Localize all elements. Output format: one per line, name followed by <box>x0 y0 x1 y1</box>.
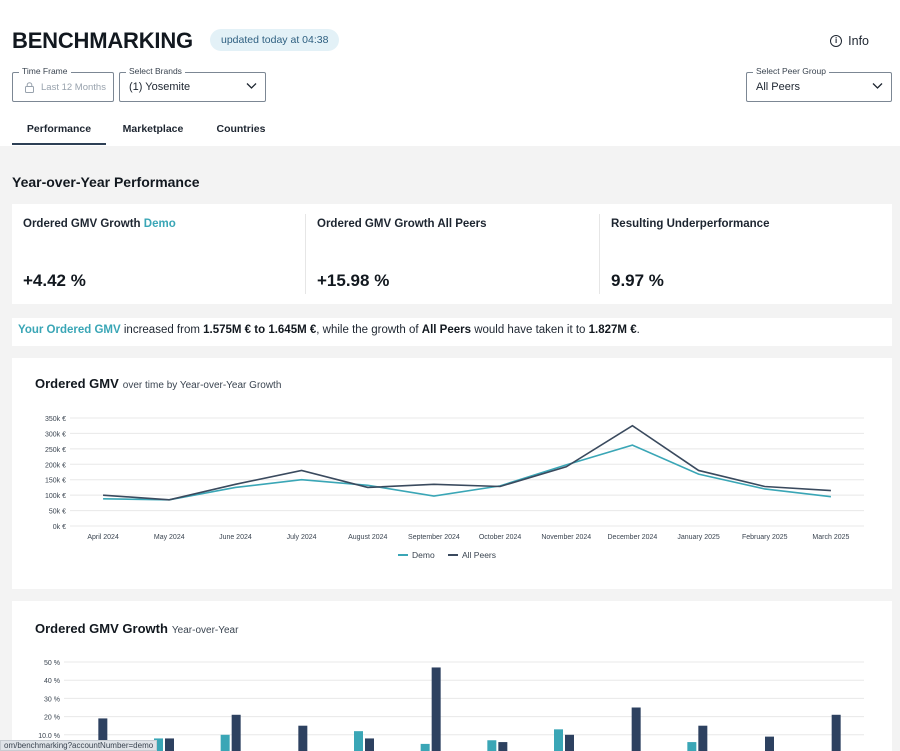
kpi-card: Resulting Underperformance 9.97 % <box>600 204 892 304</box>
kpi-divider <box>599 214 600 294</box>
time-frame-legend: Time Frame <box>19 66 71 76</box>
bar-all-peers <box>165 738 174 751</box>
series-line-all-peers <box>103 424 831 501</box>
tab-performance[interactable]: Performance <box>12 118 106 145</box>
bar-chart: 50 % 40 % 30 % 20 % 10.0 % <box>38 660 864 751</box>
summary-text: Your Ordered GMV increased from 1.575M €… <box>12 318 892 346</box>
bar-all-peers <box>98 718 108 751</box>
time-frame-field: Time Frame Last 12 Months <box>12 66 114 102</box>
x-tick-label: July 2024 <box>287 534 317 541</box>
status-bar-url: om/benchmarking?accountNumber=demo <box>0 740 158 751</box>
y-tick-label: 250k € <box>45 447 66 454</box>
bar-all-peers <box>298 725 308 751</box>
y-tick-label: 50 % <box>44 660 60 667</box>
x-tick-label: January 2025 <box>677 534 720 541</box>
bar-all-peers <box>831 714 841 751</box>
y-tick-label: 40 % <box>44 678 60 685</box>
kpi-label: Ordered GMV Growth Demo <box>23 218 176 230</box>
info-icon: i <box>830 35 843 47</box>
legend-label: All Peers <box>462 550 496 560</box>
bar-demo <box>154 738 163 751</box>
y-tick-label: 10.0 % <box>38 733 60 740</box>
lock-icon <box>25 82 34 93</box>
x-tick-label: April 2024 <box>87 534 119 541</box>
bar-all-peers <box>765 736 774 751</box>
content-area: Year-over-Year Performance Ordered GMV G… <box>0 146 900 751</box>
peer-group-legend: Select Peer Group <box>753 66 829 76</box>
y-tick-label: 300k € <box>45 431 66 438</box>
kpi-value: 9.97 % <box>611 271 664 290</box>
kpi-label: Resulting Underperformance <box>611 218 770 230</box>
section-title: Year-over-Year Performance <box>12 174 200 190</box>
bar-demo <box>487 740 497 751</box>
x-tick-label: March 2025 <box>812 534 849 541</box>
y-tick-label: 200k € <box>45 462 66 469</box>
kpi-value: +15.98 % <box>317 271 390 290</box>
x-tick-label: October 2024 <box>479 534 522 541</box>
chevron-down-icon <box>872 83 883 89</box>
kpi-card: Ordered GMV Growth All Peers +15.98 % <box>306 204 599 304</box>
bar-all-peers <box>565 734 574 751</box>
brand-value: (1) Yosemite <box>129 81 191 93</box>
kpi-row: Ordered GMV Growth Demo +4.42 % Ordered … <box>12 204 892 304</box>
bar-all-peers <box>698 725 708 751</box>
kpi-card: Ordered GMV Growth Demo +4.42 % <box>12 204 305 304</box>
kpi-value: +4.42 % <box>23 271 86 290</box>
bar-all-peers <box>365 738 374 751</box>
x-tick-label: May 2024 <box>154 534 185 541</box>
line-chart-title: Ordered GMV over time by Year-over-Year G… <box>35 376 282 391</box>
peer-group-select[interactable]: Select Peer Group All Peers <box>746 66 892 102</box>
y-tick-label: 20 % <box>44 715 60 722</box>
updated-badge: updated today at 04:38 <box>210 29 340 51</box>
peer-group-value: All Peers <box>756 81 801 93</box>
brand-legend: Select Brands <box>126 66 185 76</box>
line-chart: 0k € 50k € 100k € 150k € 200k € 250k € 300k € 3… <box>45 416 864 560</box>
bar-all-peers <box>431 667 441 751</box>
kpi-accent: Demo <box>143 218 176 230</box>
x-tick-label: December 2024 <box>608 534 658 541</box>
bar-all-peers <box>498 742 508 751</box>
x-tick-label: November 2024 <box>541 534 591 541</box>
x-tick-label: August 2024 <box>348 534 387 541</box>
y-tick-label: 150k € <box>45 478 66 485</box>
header: BENCHMARKING updated today at 04:38 i In… <box>12 26 888 56</box>
bar-demo <box>420 743 430 751</box>
page-title: BENCHMARKING <box>12 28 193 53</box>
bar-demo <box>354 731 363 751</box>
time-frame-value: Last 12 Months <box>41 82 106 93</box>
y-tick-label: 350k € <box>45 416 66 423</box>
x-tick-label: June 2024 <box>219 534 252 541</box>
bar-demo <box>554 729 563 751</box>
bar-chart-card: Ordered GMV Growth Year-over-Year 50 % 40 … <box>12 601 892 751</box>
y-tick-label: 100k € <box>45 493 66 500</box>
y-tick-label: 0k € <box>53 524 66 531</box>
brand-select[interactable]: Select Brands (1) Yosemite <box>119 66 266 102</box>
y-tick-label: 50k € <box>49 509 66 516</box>
bar-all-peers <box>631 707 641 751</box>
tab-countries[interactable]: Countries <box>216 123 266 135</box>
bar-demo <box>220 734 230 751</box>
info-label: Info <box>848 34 869 48</box>
kpi-label: Ordered GMV Growth All Peers <box>317 218 487 230</box>
x-tick-label: September 2024 <box>408 534 460 541</box>
kpi-divider <box>305 214 306 294</box>
bar-chart-subtitle: Year-over-Year <box>171 625 239 636</box>
y-tick-label: 30 % <box>44 696 60 703</box>
bar-chart-title: Ordered GMV Growth Year-over-Year <box>35 621 239 636</box>
bar-all-peers <box>231 714 241 751</box>
line-chart-card: Ordered GMV over time by Year-over-Year G… <box>12 358 892 589</box>
chevron-down-icon <box>246 83 257 89</box>
series-line-demo <box>103 444 832 501</box>
tab-marketplace[interactable]: Marketplace <box>122 123 184 135</box>
bar-demo <box>687 742 697 751</box>
info-button[interactable]: i Info <box>830 34 869 48</box>
x-tick-label: February 2025 <box>742 534 788 541</box>
legend-label: Demo <box>412 550 435 560</box>
line-chart-subtitle: over time by Year-over-Year Growth <box>122 380 282 391</box>
